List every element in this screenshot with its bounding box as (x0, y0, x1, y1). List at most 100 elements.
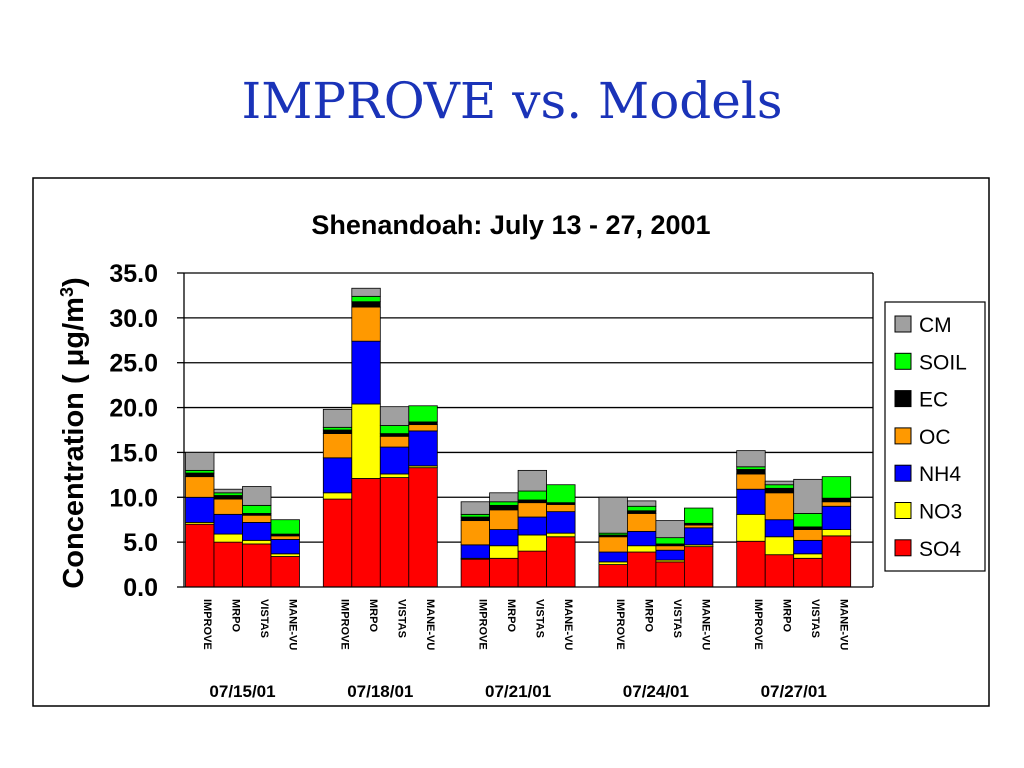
bar-segment-nh4 (242, 522, 272, 541)
y-tick-label: 15.0 (109, 439, 158, 467)
bar-segment-soil (736, 466, 766, 470)
legend-label: NO3 (919, 501, 962, 524)
y-axis-label-close: ) (58, 277, 90, 287)
x-tick-label: MANE-VU (700, 599, 712, 650)
bar-segment-no3 (242, 539, 272, 545)
group-label: 07/24/01 (623, 682, 689, 701)
legend-item: CM (894, 314, 952, 337)
bar-segment-oc (270, 535, 300, 540)
bar-segment-nh4 (460, 544, 491, 559)
bar-segment-so4 (546, 536, 576, 588)
bar-segment-so4 (270, 556, 300, 588)
bar-segment-nh4 (408, 430, 438, 467)
legend-swatch (894, 464, 912, 482)
bar-segment-ec (379, 433, 410, 437)
y-axis: 0.0 5.0 10.0 15.0 20.0 25.0 30.0 35.0 (109, 260, 874, 602)
bar-segment-soil (546, 484, 576, 504)
bar-segment-ec (185, 472, 215, 478)
x-tick-label: MRPO (643, 599, 655, 632)
x-tick-label: MANE-VU (286, 599, 298, 650)
bar-segment-ec (764, 487, 795, 494)
bar-segment-so4 (460, 558, 491, 588)
bar-stack (322, 408, 353, 588)
bar-segment-oc (379, 435, 410, 448)
bar-segment-oc (213, 498, 243, 515)
bar-segment-ec (517, 499, 547, 504)
legend-label: NH4 (919, 463, 961, 486)
legend-swatch (894, 427, 912, 445)
bar-stack (185, 452, 215, 588)
bar-segment-no3 (379, 473, 410, 478)
bar-segment-oc (185, 476, 215, 498)
bar-segment-nh4 (736, 488, 766, 515)
bar-segment-so4 (408, 467, 438, 588)
y-axis-label-sup: 3 (57, 287, 77, 297)
bar-stack (242, 486, 272, 588)
bar-segment-cm (460, 501, 491, 515)
bar-segment-oc (460, 520, 491, 546)
bar-segment-soil (517, 490, 547, 501)
x-tick-label: VISTAS (809, 599, 821, 638)
bar-segment-cm (764, 480, 795, 486)
bar-segment-oc (351, 306, 381, 342)
bar-segment-soil (655, 537, 685, 545)
bar-segment-nh4 (379, 446, 410, 475)
bar-segment-no3 (793, 553, 823, 559)
legend-item: SO4 (894, 538, 961, 561)
bar-segment-oc (821, 501, 852, 507)
bar-stack (598, 496, 628, 588)
bar-segment-so4 (213, 541, 243, 588)
bar-segment-ec (351, 301, 381, 308)
bar-segment-oc (598, 536, 628, 553)
bar-segment-ec (489, 504, 519, 511)
bar-segment-ec (736, 469, 766, 475)
group-label: 07/15/01 (209, 682, 275, 701)
x-tick-label: IMPROVE (339, 599, 351, 650)
bar-segment-so4 (322, 498, 353, 588)
bar-segment-soil (351, 295, 381, 303)
bar-segment-cm (627, 500, 657, 507)
bar-segment-cm (793, 478, 823, 514)
bar-stack (270, 519, 300, 588)
bar-stack (460, 501, 491, 588)
bar-stack (489, 492, 519, 588)
bar-segment-soil (684, 507, 714, 524)
bar-segment-no3 (736, 513, 766, 542)
bar-segment-so4 (655, 561, 685, 588)
bar-segment-oc (322, 433, 353, 459)
x-axis: IMPROVE MRPO VISTAS MANE-VU 07/15/01 IMPROVE M… (201, 599, 850, 701)
bar-stack (793, 478, 823, 588)
y-axis-label: Concentration ( μg/m3) (57, 277, 90, 588)
bar-stack (655, 520, 685, 588)
slide-title: IMPROVE vs. Models (241, 72, 783, 130)
bar-segment-ec (460, 516, 491, 522)
legend-label: CM (919, 314, 952, 337)
bar-stack (627, 500, 657, 588)
x-tick-label: IMPROVE (201, 599, 213, 650)
bar-segment-no3 (517, 534, 547, 552)
bar-segment-no3 (764, 536, 795, 556)
bar-segment-soil (322, 426, 353, 431)
bar-segment-soil (764, 484, 795, 489)
bar-segment-nh4 (655, 549, 685, 561)
bar-segment-so4 (185, 523, 215, 588)
bar-stack (546, 484, 576, 588)
bar-stack (408, 405, 438, 588)
bar-segment-cm (655, 520, 685, 539)
legend-swatch (894, 315, 912, 333)
bar-segment-nh4 (185, 496, 215, 523)
y-tick-label: 10.0 (109, 484, 158, 512)
bar-segment-cm (736, 450, 766, 468)
bar-segment-cm (351, 287, 381, 297)
bar-segment-nh4 (684, 527, 714, 546)
bar-segment-no3 (213, 533, 243, 543)
bar-segment-oc (546, 504, 576, 513)
y-tick-label: 25.0 (109, 350, 158, 378)
bar-segment-no3 (322, 492, 353, 500)
bar-segment-nh4 (627, 530, 657, 547)
bar-segment-no3 (598, 561, 628, 565)
bar-segment-soil (489, 501, 519, 506)
x-tick-label: VISTAS (396, 599, 408, 638)
bar-segment-soil (270, 519, 300, 535)
